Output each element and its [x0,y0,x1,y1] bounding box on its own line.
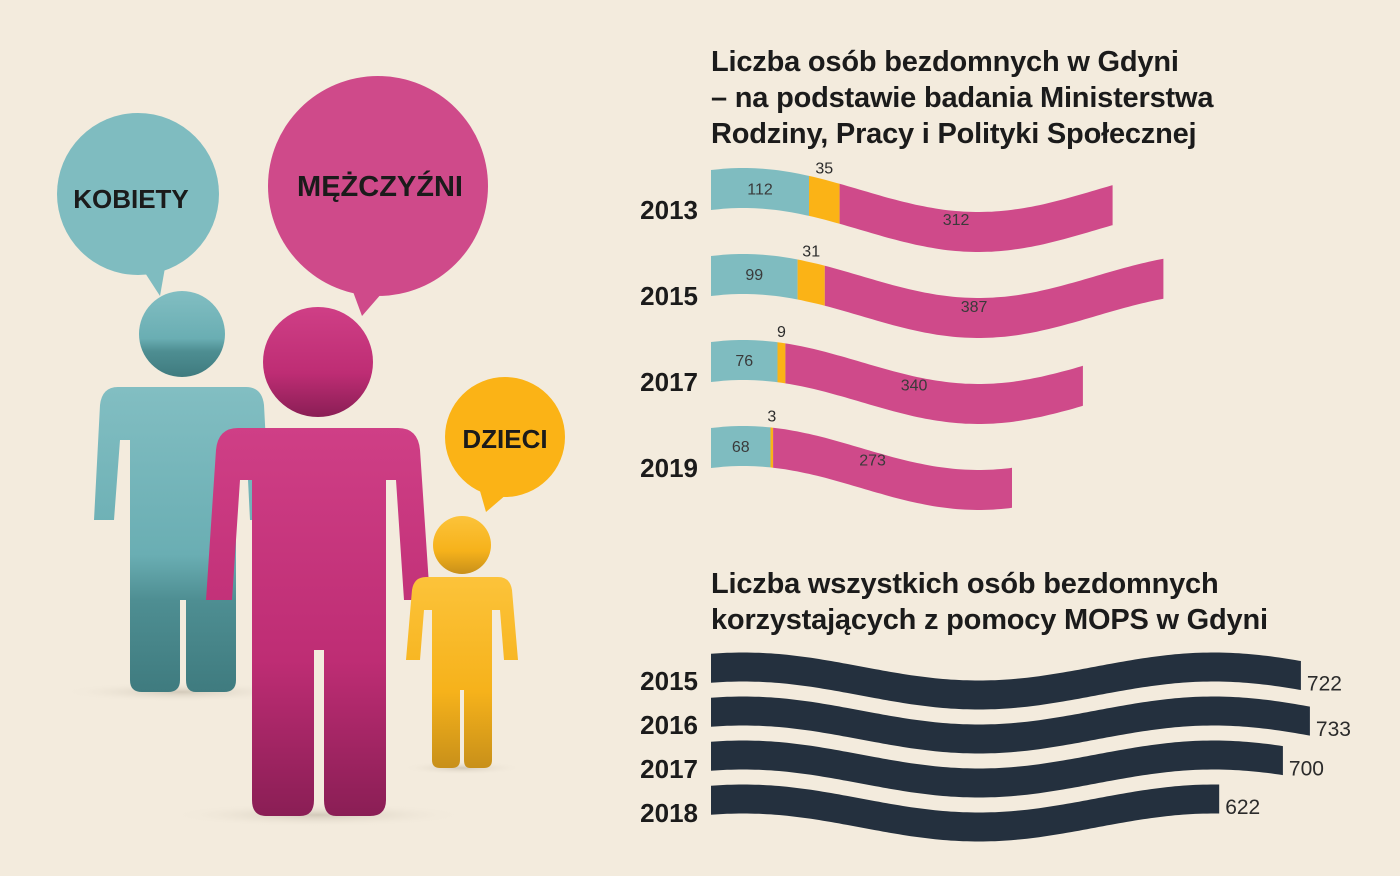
shadow-child [402,761,522,775]
year-label: 2015 [640,666,698,696]
value-label-women: 112 [747,182,773,199]
year-label: 2017 [640,754,698,784]
bar-segment-men [839,183,1113,252]
title-line: korzystających z pomocy MOPS w Gdyni [711,604,1268,636]
bubble-women-label: KOBIETY [73,184,189,214]
chart1-title: Liczba osób bezdomnych w Gdyni – na podst… [711,44,1213,152]
value-label: 722 [1307,673,1342,696]
title-line: – na podstawie badania Ministerstwa [711,82,1214,114]
value-label-children: 9 [777,324,786,341]
year-label: 2019 [640,453,698,483]
bar-segment-men [824,258,1164,338]
value-label: 622 [1225,796,1260,819]
bubble-women: KOBIETY [57,113,219,296]
value-label: 700 [1289,758,1324,781]
bubble-children: DZIECI [445,377,565,512]
year-label: 2015 [640,281,698,311]
bar-segment-children [809,175,840,224]
bar-segment-women [711,340,778,383]
value-label-women: 99 [745,267,763,284]
value-label-children: 3 [767,409,776,426]
value-label-men: 387 [961,299,988,316]
value-label-men: 273 [859,452,886,469]
bar-segment-children [777,342,786,384]
bubble-men: MĘŻCZYŹNI [268,76,488,316]
year-label: 2018 [640,798,698,828]
year-label: 2017 [640,367,698,397]
value-label-children: 35 [815,161,833,178]
bar-segment-men [785,343,1083,424]
value-label-children: 31 [802,243,820,260]
chart2-title: Liczba wszystkich osób bezdomnych korzyst… [711,566,1268,638]
year-label: 2016 [640,710,698,740]
bubble-men-label: MĘŻCZYŹNI [297,169,463,203]
child-figure [406,516,518,768]
bar-segment-children [770,427,774,468]
bar [711,696,1310,754]
value-label-women: 68 [732,439,750,456]
value-label-men: 340 [901,377,928,394]
bar-segment-women [711,254,798,300]
value-label: 733 [1316,718,1351,741]
year-label: 2013 [640,195,698,225]
bar [711,740,1283,798]
bar-segment-women [711,168,809,216]
shadow-woman [60,682,300,702]
chart-homeless-mops: 2015 722 2016 733 2017 700 2018 622 [640,652,1351,842]
bar-segment-children [797,259,825,306]
shadow-man [168,803,468,827]
man-figure [206,307,430,816]
value-label-women: 76 [735,353,753,370]
chart-homeless-ministry-survey: 2013 112 35 312 2015 99 31 387 2017 76 9 340 2019 68 3… [640,161,1164,510]
bar [711,784,1220,842]
woman-figure [94,291,270,692]
people-illustration: KOBIETY MĘŻCZYŹNI DZIECI [57,76,565,827]
title-line: Rodziny, Pracy i Polityki Społecznej [711,118,1197,150]
title-line: Liczba wszystkich osób bezdomnych [711,568,1219,600]
bubble-children-label: DZIECI [462,424,547,454]
bar-segment-men [773,427,1012,510]
bar-segment-women [711,426,771,468]
value-label-men: 312 [943,212,970,229]
bar [711,652,1301,710]
title-line: Liczba osób bezdomnych w Gdyni [711,46,1179,78]
